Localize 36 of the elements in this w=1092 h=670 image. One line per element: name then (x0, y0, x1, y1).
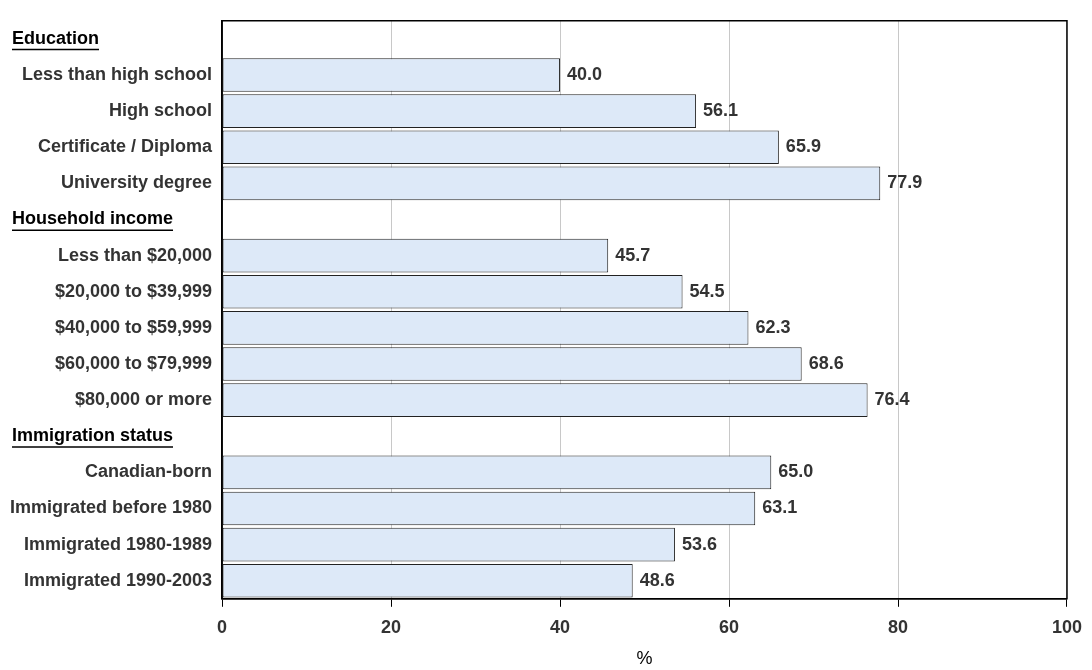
text: Education (12, 27, 100, 48)
data-label: 56.1 (703, 100, 739, 121)
y-tick-label: Certificate / Diploma (38, 136, 214, 157)
data-label: 77.9 (887, 172, 923, 193)
text: Immigration status (12, 425, 174, 446)
y-tick-label: High school (109, 100, 213, 121)
x-tick-label: 80 (887, 616, 909, 637)
data-label: 48.6 (639, 569, 675, 590)
data-label: 40.0 (567, 63, 603, 84)
text: Household income (12, 208, 174, 229)
data-label: 65.0 (778, 461, 814, 482)
data-label: 63.1 (762, 497, 798, 518)
data-label: 62.3 (755, 316, 791, 337)
x-axis-title: % (636, 648, 653, 669)
y-tick-label: Immigrated 1990-2003 (23, 569, 213, 590)
data-label: 68.6 (808, 352, 844, 373)
data-label: 53.6 (681, 533, 717, 554)
data-label: 54.5 (689, 280, 725, 301)
y-tick-label: $60,000 to $79,999 (54, 352, 213, 373)
y-tick-label: Less than $20,000 (57, 244, 213, 265)
y-tick-label: Immigrated 1980-1989 (23, 533, 213, 554)
x-tick-label: 60 (719, 616, 740, 637)
data-label: 76.4 (874, 389, 910, 410)
y-tick-label: $40,000 to $59,999 (54, 316, 213, 337)
y-tick-label: University degree (61, 172, 213, 193)
y-tick-label: Canadian-born (85, 461, 213, 482)
y-tick-label: $80,000 or more (74, 389, 213, 410)
y-tick-label: Immigrated before 1980 (10, 497, 213, 518)
x-tick-label: 20 (381, 616, 402, 637)
y-tick-label: $20,000 to $39,999 (54, 280, 213, 301)
x-tick-label: 0 (217, 616, 228, 637)
x-tick-label: 100 (1051, 616, 1083, 637)
x-tick-label: 40 (550, 616, 571, 637)
data-label: 45.7 (615, 244, 651, 265)
y-tick-label: Less than high school (22, 63, 213, 84)
data-label: 65.9 (785, 136, 821, 157)
